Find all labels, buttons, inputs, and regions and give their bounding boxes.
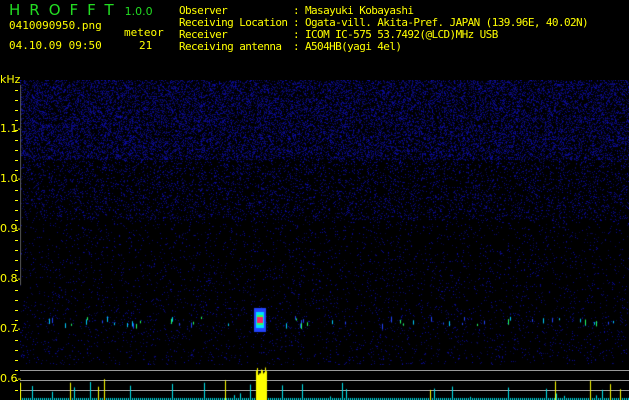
y-minor-tick (15, 150, 18, 151)
info-separator: : (293, 28, 300, 41)
info-separator: : (293, 16, 300, 29)
y-minor-tick (15, 310, 18, 311)
y-minor-tick (15, 350, 18, 351)
y-minor-tick (15, 330, 18, 331)
y-minor-tick (15, 370, 18, 371)
app-title: HROFFT (9, 1, 123, 19)
y-minor-tick (15, 240, 18, 241)
y-axis-unit: kHz (0, 73, 21, 86)
location-value: Ogata-vill. Akita-Pref. JAPAN (139.96E, … (305, 16, 589, 29)
y-minor-tick (15, 300, 18, 301)
meteor-label: meteor (124, 26, 164, 39)
y-minor-tick (15, 250, 18, 251)
station-info: Observer: Masayuki Kobayashi Receiving Lo… (179, 5, 589, 53)
y-minor-tick (15, 340, 18, 341)
y-minor-tick (15, 90, 18, 91)
y-minor-tick (15, 260, 18, 261)
y-minor-tick (15, 120, 18, 121)
info-separator: : (293, 40, 300, 53)
spectrogram (20, 80, 629, 365)
y-tick-label: 1.0- (0, 172, 22, 185)
y-minor-tick (15, 200, 18, 201)
y-minor-tick (15, 380, 18, 381)
info-label: Receiver (179, 28, 228, 41)
y-minor-tick (15, 210, 18, 211)
y-tick-label: 0.7- (0, 322, 22, 335)
antenna-value: A504HB(yagi 4el) (305, 40, 402, 53)
y-minor-tick (15, 320, 18, 321)
info-row-location: Receiving Location: Ogata-vill. Akita-Pre… (179, 16, 589, 29)
y-minor-tick (15, 290, 18, 291)
y-tick-label: 1.1- (0, 122, 22, 135)
y-minor-tick (15, 390, 18, 391)
observer-value: Masayuki Kobayashi (305, 4, 414, 17)
y-minor-tick (15, 180, 18, 181)
y-minor-tick (15, 130, 18, 131)
info-label: Receiving Location (179, 16, 288, 29)
title-row: HROFFT 1.0.0 (9, 2, 153, 19)
y-minor-tick (15, 140, 18, 141)
date-time: 04.10.09 09:50 (9, 39, 102, 52)
y-minor-tick (15, 170, 18, 171)
y-minor-tick (15, 100, 18, 101)
y-minor-tick (15, 160, 18, 161)
info-row-observer: Observer: Masayuki Kobayashi (179, 5, 588, 17)
y-tick-label: 0.9- (0, 222, 22, 235)
y-minor-tick (15, 360, 18, 361)
app-version: 1.0.0 (124, 5, 153, 18)
y-tick-label: 0.6- (0, 372, 22, 385)
y-tick-label: 0.8- (0, 272, 22, 285)
receiver-value: ICOM IC-575 53.7492(@LCD)MHz USB (305, 28, 498, 41)
y-minor-tick (15, 110, 18, 111)
info-row-receiver: Receiver: ICOM IC-575 53.7492(@LCD)MHz US… (179, 29, 588, 41)
file-name: 0410090950.png (9, 19, 102, 32)
info-label: Observer (179, 4, 228, 17)
info-row-antenna: Receiving antenna: A504HB(yagi 4el) (179, 41, 588, 53)
meteor-histogram (20, 365, 629, 400)
y-minor-tick (15, 280, 18, 281)
info-label: Receiving antenna (179, 40, 282, 53)
y-minor-tick (15, 190, 18, 191)
y-minor-tick (15, 270, 18, 271)
y-minor-tick (15, 230, 18, 231)
y-minor-tick (15, 220, 18, 221)
meteor-count: 21 (139, 39, 153, 52)
info-separator: : (293, 4, 300, 17)
